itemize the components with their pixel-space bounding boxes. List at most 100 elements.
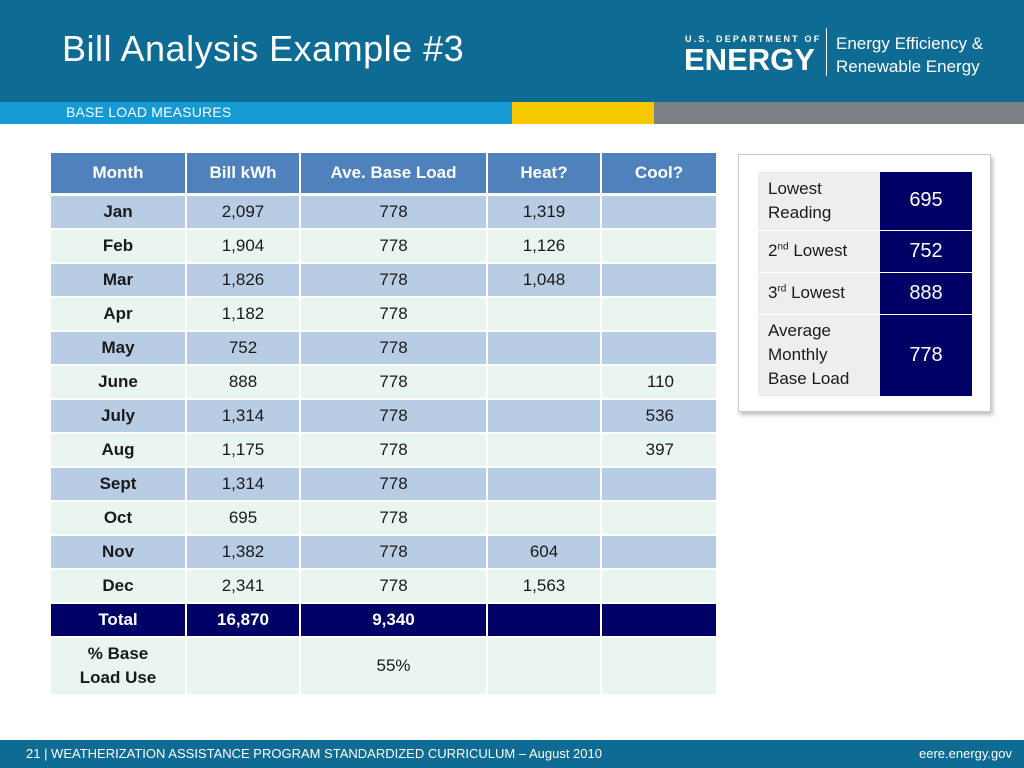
- table-row: Feb 1,904 778 1,126: [51, 230, 716, 264]
- logo-eere-text: Energy Efficiency & Renewable Energy: [836, 32, 983, 78]
- table-row: Jan 2,097 778 1,319: [51, 196, 716, 230]
- cell-heat: [488, 332, 602, 366]
- cell-total-heat: [488, 604, 602, 638]
- cell-heat: [488, 400, 602, 434]
- cell-kwh: 1,182: [187, 298, 301, 332]
- cell-kwh: 1,904: [187, 230, 301, 264]
- cell-heat: [488, 434, 602, 468]
- table-row: Nov 1,382 778 604: [51, 536, 716, 570]
- stripe-yellow: [512, 102, 654, 124]
- cell-cool: 536: [602, 400, 716, 434]
- table-row: Aug 1,175 778 397: [51, 434, 716, 468]
- slide-footer: 21 | WEATHERIZATION ASSISTANCE PROGRAM S…: [0, 740, 1024, 768]
- cell-base: 778: [301, 298, 488, 332]
- cell-kwh: 888: [187, 366, 301, 400]
- pct-label-line2: Load Use: [79, 668, 157, 687]
- table-row: July 1,314 778 536: [51, 400, 716, 434]
- footer-caption: 21 | WEATHERIZATION ASSISTANCE PROGRAM S…: [26, 746, 602, 761]
- cell-pct-kwh: [187, 638, 301, 696]
- cell-month: Sept: [51, 468, 187, 502]
- cell-kwh: 1,175: [187, 434, 301, 468]
- avg-label-line2: Monthly: [768, 345, 828, 364]
- logo-energy-text: ENERGY: [684, 42, 815, 77]
- cell-pct-heat: [488, 638, 602, 696]
- cell-month: Oct: [51, 502, 187, 536]
- pct-label-line1: % Base: [87, 644, 149, 663]
- cell-cool: [602, 332, 716, 366]
- base-load-summary-panel: Lowest Reading 695 2nd Lowest 752 3rd Lo…: [738, 154, 991, 412]
- logo-eere-line2: Renewable Energy: [836, 57, 980, 76]
- summary-value-average: 778: [880, 314, 972, 397]
- table-header-row: Month Bill kWh Ave. Base Load Heat? Cool…: [51, 153, 716, 196]
- cell-kwh: 2,341: [187, 570, 301, 604]
- summary-label-average: Average Monthly Base Load: [758, 314, 880, 397]
- table-row: Apr 1,182 778: [51, 298, 716, 332]
- cell-base: 778: [301, 400, 488, 434]
- table-row: Oct 695 778: [51, 502, 716, 536]
- stripe-gray: [654, 102, 1024, 124]
- table-row: Dec 2,341 778 1,563: [51, 570, 716, 604]
- stripe-blue: [0, 102, 512, 124]
- summary-row-average: Average Monthly Base Load 778: [758, 314, 972, 397]
- cell-kwh: 1,382: [187, 536, 301, 570]
- cell-cool: [602, 264, 716, 298]
- cell-base: 778: [301, 434, 488, 468]
- summary-label-third: 3rd Lowest: [758, 272, 880, 315]
- base-load-summary-table: Lowest Reading 695 2nd Lowest 752 3rd Lo…: [758, 172, 972, 397]
- header-bill-kwh: Bill kWh: [187, 153, 301, 196]
- cell-month: May: [51, 332, 187, 366]
- cell-kwh: 1,826: [187, 264, 301, 298]
- cell-heat: 1,126: [488, 230, 602, 264]
- cell-base: 778: [301, 468, 488, 502]
- second-sup: nd: [777, 241, 789, 253]
- cell-kwh: 1,314: [187, 400, 301, 434]
- header-cool: Cool?: [602, 153, 716, 196]
- cell-cool: 110: [602, 366, 716, 400]
- cell-base: 778: [301, 570, 488, 604]
- cell-cool: [602, 536, 716, 570]
- cell-base: 778: [301, 332, 488, 366]
- summary-row-lowest: Lowest Reading 695: [758, 172, 972, 231]
- footer-website: eere.energy.gov: [919, 746, 1012, 761]
- cell-heat: 1,563: [488, 570, 602, 604]
- third-sup: rd: [777, 283, 787, 295]
- logo-divider: [826, 28, 827, 76]
- table-row: June 888 778 110: [51, 366, 716, 400]
- cell-heat: [488, 502, 602, 536]
- cell-month: Jan: [51, 196, 187, 230]
- cell-month: June: [51, 366, 187, 400]
- cell-heat: 1,048: [488, 264, 602, 298]
- cell-kwh: 752: [187, 332, 301, 366]
- summary-row-second: 2nd Lowest 752: [758, 230, 972, 273]
- section-subtitle: BASE LOAD MEASURES: [66, 104, 232, 120]
- header-month: Month: [51, 153, 187, 196]
- summary-row-third: 3rd Lowest 888: [758, 272, 972, 315]
- doe-eere-logo: U.S. DEPARTMENT OF ENERGY Energy Efficie…: [684, 28, 1005, 82]
- second-prefix: 2: [768, 241, 778, 260]
- bill-analysis-table: Month Bill kWh Ave. Base Load Heat? Cool…: [51, 153, 716, 696]
- cell-kwh: 695: [187, 502, 301, 536]
- table-row: Mar 1,826 778 1,048: [51, 264, 716, 298]
- cell-total-base: 9,340: [301, 604, 488, 638]
- summary-value-third: 888: [880, 272, 972, 315]
- table-total-row: Total 16,870 9,340: [51, 604, 716, 638]
- cell-heat: 604: [488, 536, 602, 570]
- cell-month: Dec: [51, 570, 187, 604]
- cell-pct-base: 55%: [301, 638, 488, 696]
- cell-cool: [602, 230, 716, 264]
- cell-base: 778: [301, 536, 488, 570]
- third-prefix: 3: [768, 283, 778, 302]
- avg-label-line1: Average: [768, 321, 832, 340]
- header-ave-base-load: Ave. Base Load: [301, 153, 488, 196]
- cell-base: 778: [301, 196, 488, 230]
- cell-month: Feb: [51, 230, 187, 264]
- cell-kwh: 1,314: [187, 468, 301, 502]
- summary-label-second: 2nd Lowest: [758, 230, 880, 273]
- slide-header: Bill Analysis Example #3 U.S. DEPARTMENT…: [0, 0, 1024, 102]
- cell-cool: [602, 298, 716, 332]
- cell-cool: [602, 570, 716, 604]
- third-suffix: Lowest: [786, 283, 845, 302]
- table-row: Sept 1,314 778: [51, 468, 716, 502]
- cell-cool: [602, 196, 716, 230]
- cell-cool: [602, 502, 716, 536]
